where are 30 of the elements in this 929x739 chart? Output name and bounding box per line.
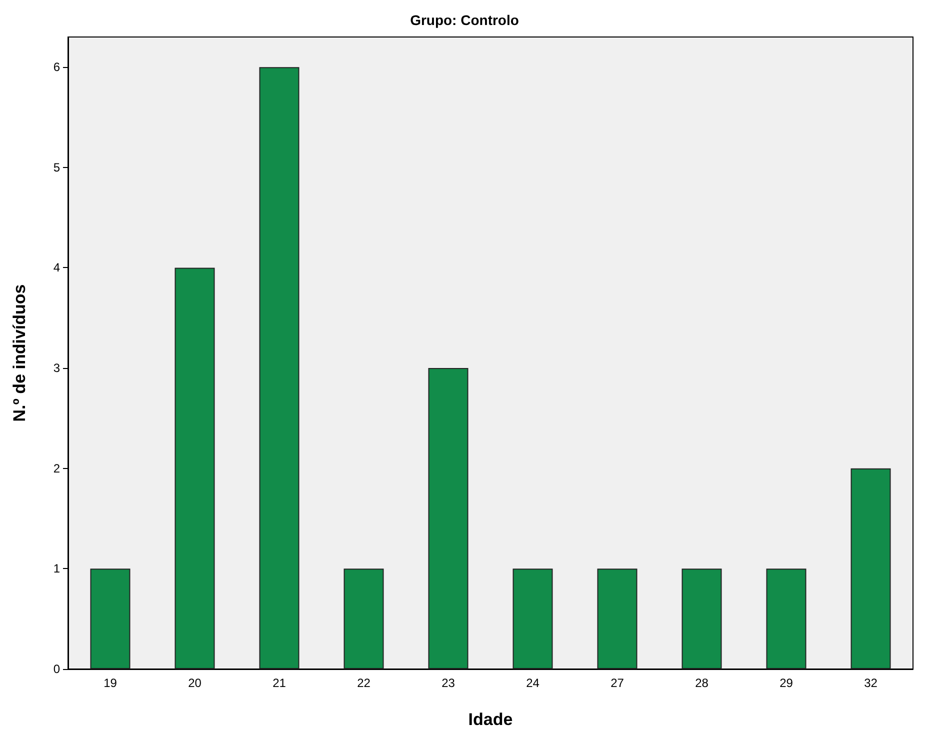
y-tick-label: 2: [53, 461, 60, 476]
x-tick-label: 28: [695, 676, 709, 690]
bar: [174, 268, 215, 669]
bar: [766, 568, 806, 669]
y-axis-title: N.º de indivíduos: [10, 284, 29, 422]
bar: [344, 568, 384, 669]
y-tick-label: 4: [53, 260, 60, 275]
x-axis-title: Idade: [468, 710, 513, 729]
x-tick-label: 32: [864, 676, 878, 690]
x-tick-label: 20: [188, 676, 202, 690]
bar: [259, 67, 300, 669]
bar: [597, 568, 638, 669]
bar: [850, 468, 891, 669]
x-tick-label: 29: [780, 676, 794, 690]
y-tick-label: 3: [53, 361, 60, 376]
x-tick-label: 22: [357, 676, 371, 690]
x-tick-label: 19: [104, 676, 118, 690]
x-tick-label: 24: [526, 676, 540, 690]
y-tick-label: 5: [53, 160, 60, 174]
y-tick-label: 6: [53, 60, 60, 74]
bar: [428, 368, 468, 669]
chart-title: Grupo: Controlo: [410, 12, 519, 28]
y-tick-label: 1: [53, 562, 60, 576]
x-tick-label: 23: [442, 676, 456, 690]
bar: [90, 568, 130, 669]
y-tick-label: 0: [53, 662, 60, 676]
x-tick-label: 21: [272, 676, 286, 690]
x-tick-label: 27: [610, 676, 624, 690]
bar: [512, 568, 553, 669]
bar: [682, 568, 722, 669]
